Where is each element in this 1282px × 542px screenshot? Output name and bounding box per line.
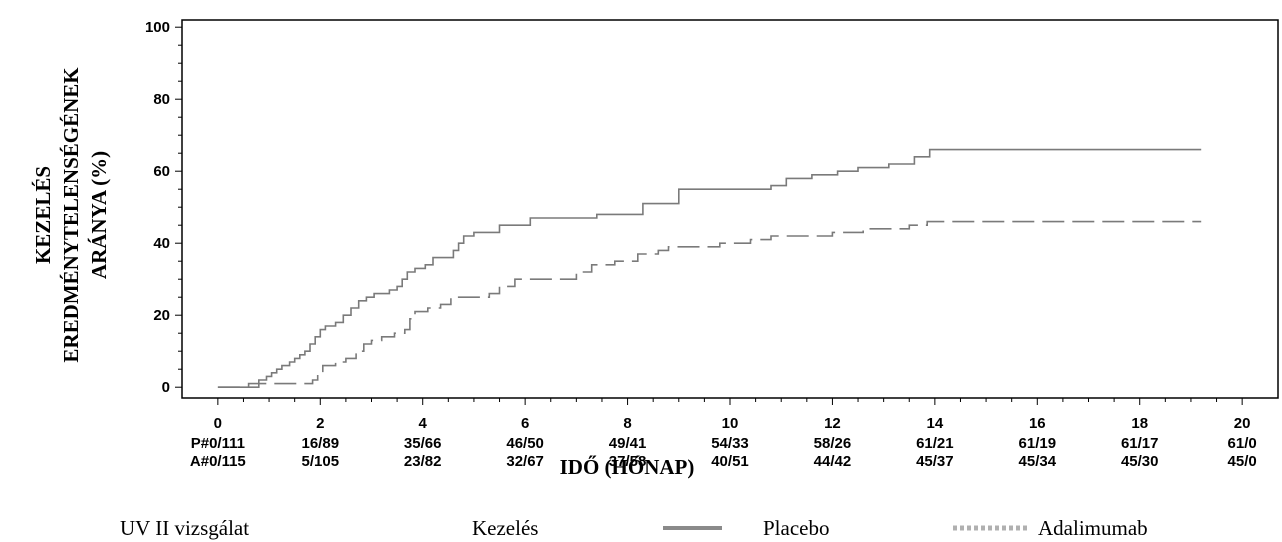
y-axis-title-line-2: EREDMÉNYTELENSÉGÉNEK xyxy=(59,67,83,363)
plot-frame xyxy=(181,19,1279,399)
x-tick-label: 0 xyxy=(214,415,222,432)
series-line-placebo xyxy=(217,148,1202,388)
y-axis-title-line-3: ARÁNYA (%) xyxy=(87,151,111,279)
risk-value: 61/21 xyxy=(916,435,954,452)
y-tick-label: 80 xyxy=(153,91,170,108)
legend-adalimumab-label: Adalimumab xyxy=(1038,516,1148,540)
risk-value: 40/51 xyxy=(711,453,749,470)
risk-value: 61/19 xyxy=(1019,435,1057,452)
x-tick-label: 14 xyxy=(927,415,944,432)
risk-value: 44/42 xyxy=(814,453,852,470)
y-axis-title: KEZELÉS EREDMÉNYTELENSÉGÉNEK ARÁNYA (%) xyxy=(31,67,111,363)
x-tick-label: 4 xyxy=(419,415,428,432)
risk-value: 49/41 xyxy=(609,435,647,452)
risk-value: 16/89 xyxy=(302,435,340,452)
risk-value: 58/26 xyxy=(814,435,852,452)
x-axis: 0 2 4 6 8 10 12 14 16 18 20 xyxy=(214,398,1251,432)
y-tick-label: 0 xyxy=(162,379,170,396)
risk-value: 45/34 xyxy=(1019,453,1057,470)
risk-value: 54/33 xyxy=(711,435,749,452)
risk-value: 23/82 xyxy=(404,453,442,470)
risk-value: 35/66 xyxy=(404,435,442,452)
risk-value: 45/30 xyxy=(1121,453,1159,470)
risk-value: 5/105 xyxy=(302,453,340,470)
risk-value: 45/0 xyxy=(1228,453,1257,470)
x-tick-label: 18 xyxy=(1131,415,1148,432)
risk-value: 32/67 xyxy=(506,453,544,470)
series-group xyxy=(217,148,1202,388)
x-tick-label: 6 xyxy=(521,415,529,432)
x-axis-title: IDŐ (HÓNAP) xyxy=(560,455,695,479)
risk-value: 46/50 xyxy=(506,435,544,452)
risk-value: 45/37 xyxy=(916,453,954,470)
risk-value: 61/0 xyxy=(1228,435,1257,452)
risk-value: P#0/111 xyxy=(191,435,245,452)
legend-placebo-label: Placebo xyxy=(763,516,829,540)
x-tick-label: 2 xyxy=(316,415,324,432)
risk-value: 61/17 xyxy=(1121,435,1159,452)
risk-table: P#0/111 16/89 35/66 46/50 49/41 54/33 58/26 61/… xyxy=(190,435,1257,470)
risk-value: A#0/115 xyxy=(190,453,246,470)
x-tick-label: 16 xyxy=(1029,415,1046,432)
y-tick-label: 40 xyxy=(153,235,170,252)
legend-treatment-label: Kezelés xyxy=(472,516,538,540)
legend-study-label: UV II vizsgálat xyxy=(120,516,249,540)
x-tick-label: 8 xyxy=(623,415,631,432)
plot-border xyxy=(181,19,1279,399)
y-axis-title-line-1: KEZELÉS xyxy=(31,166,55,264)
y-axis: 0 20 40 60 80 100 xyxy=(145,19,182,396)
legend: UV II vizsgálat Kezelés Placebo Adalimum… xyxy=(120,516,1148,540)
risk-value: 37/58 xyxy=(609,453,647,470)
x-tick-label: 20 xyxy=(1234,415,1251,432)
y-tick-label: 20 xyxy=(153,307,170,324)
y-tick-label: 60 xyxy=(153,163,170,180)
x-tick-label: 12 xyxy=(824,415,841,432)
series-line-adalimumab xyxy=(217,220,1202,388)
x-tick-label: 10 xyxy=(722,415,739,432)
y-tick-label: 100 xyxy=(145,19,170,36)
